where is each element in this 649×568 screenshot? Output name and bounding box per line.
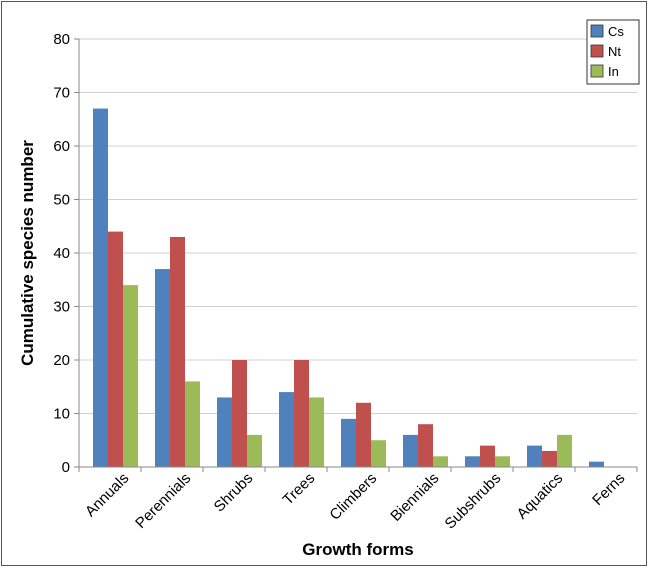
x-tick-label: Ferns <box>589 470 628 509</box>
bar-in-shrubs <box>247 434 262 467</box>
bar-nt-perennials <box>170 236 185 467</box>
bar-cs-annuals <box>93 108 108 468</box>
legend-swatch-nt <box>590 44 604 58</box>
y-tick-label: 80 <box>53 31 70 48</box>
y-tick-label: 30 <box>53 299 70 316</box>
bar-cs-perennials <box>155 269 170 467</box>
bar-cs-ferns <box>589 461 604 467</box>
bar-nt-biennials <box>418 424 433 467</box>
y-tick-label: 40 <box>53 245 70 262</box>
x-tick-label: Trees <box>280 470 319 509</box>
bar-cs-aquatics <box>527 445 542 467</box>
bar-in-biennials <box>433 456 448 467</box>
legend-swatch-cs <box>590 24 604 38</box>
y-tick-label: 20 <box>53 352 70 369</box>
x-tick-label: Perennials <box>132 470 194 532</box>
x-tick-label: Biennials <box>387 470 442 525</box>
y-tick-label: 0 <box>62 459 70 476</box>
bar-nt-annuals <box>108 231 123 467</box>
bar-cs-shrubs <box>217 397 232 467</box>
bar-nt-trees <box>294 360 309 467</box>
bars <box>93 108 604 468</box>
x-tick-labels: Annuals Perennials Shrubs Trees Climbers Bien… <box>82 470 628 533</box>
y-tick-label: 70 <box>53 85 70 102</box>
bar-in-trees <box>309 397 324 467</box>
axes <box>78 39 638 472</box>
bar-in-climbers <box>371 440 386 467</box>
x-tick-label: Annuals <box>82 470 132 520</box>
x-tick-label: Shrubs <box>211 470 257 516</box>
bar-nt-climbers <box>356 402 371 467</box>
bar-cs-climbers <box>341 418 356 467</box>
y-tick-label: 60 <box>53 138 70 155</box>
legend-label-nt: Nt <box>608 44 621 59</box>
y-axis-title: Cumulative species number <box>18 140 37 366</box>
bar-in-aquatics <box>557 434 572 467</box>
x-tick-label: Aquatics <box>514 470 567 523</box>
bar-cs-biennials <box>403 434 418 467</box>
bar-cs-subshrubs <box>465 456 480 467</box>
bar-nt-aquatics <box>542 450 557 467</box>
x-tick-label: Climbers <box>326 470 380 524</box>
bar-in-annuals <box>123 285 138 467</box>
x-axis-title: Growth forms <box>302 540 413 559</box>
x-tick-label: Subshrubs <box>442 470 505 533</box>
y-tick-labels: 0 10 20 30 40 50 60 70 80 <box>53 31 70 476</box>
legend-swatch-in <box>590 64 604 78</box>
legend-label-cs: Cs <box>608 24 624 39</box>
bar-cs-trees <box>279 392 294 467</box>
bar-nt-subshrubs <box>480 445 495 467</box>
bar-in-subshrubs <box>495 456 510 467</box>
y-tick-label: 50 <box>53 192 70 209</box>
bar-nt-shrubs <box>232 360 247 467</box>
legend-label-in: In <box>608 64 619 79</box>
bar-in-perennials <box>185 381 200 467</box>
legend: Cs Nt In <box>586 19 640 85</box>
y-tick-label: 10 <box>53 406 70 423</box>
